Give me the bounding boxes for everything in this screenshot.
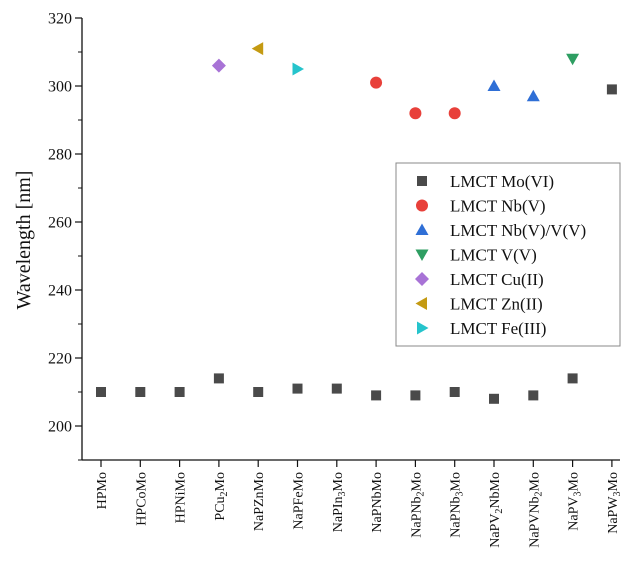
y-tick-label: 220: [48, 351, 72, 368]
y-tick-label: 200: [48, 419, 72, 436]
data-point: [449, 387, 460, 397]
data-point: [528, 390, 539, 401]
y-tick-label: 300: [48, 79, 72, 96]
x-tick-label: NaPZnMo: [252, 472, 267, 531]
data-points: [96, 42, 617, 404]
x-tick-label: NaPV2NbMo: [488, 472, 505, 548]
legend-label: LMCT Cu(II): [450, 270, 544, 289]
data-point: [211, 58, 226, 73]
x-tick-label: NaPVNb2Mo: [527, 472, 544, 548]
data-point: [489, 393, 499, 404]
legend-marker: [415, 297, 427, 310]
x-tick-label: HPCoMo: [134, 472, 149, 526]
data-point: [566, 53, 580, 66]
axes: [81, 18, 620, 461]
legend-label: LMCT Mo(VI): [450, 172, 554, 191]
x-tick-label: HPMo: [95, 472, 110, 509]
legend-label: LMCT Zn(II): [450, 295, 543, 314]
legend-label: LMCT Nb(V): [450, 197, 546, 216]
legend-marker: [416, 199, 428, 212]
data-point: [526, 89, 540, 102]
x-ticks: HPMo HPCoMo HPNiMo PCu2Mo NaPZnMo NaPFeMo NaPI…: [95, 460, 622, 548]
data-point: [370, 76, 383, 89]
x-tick-label: NaPNbMo: [370, 472, 385, 533]
data-point: [606, 84, 617, 95]
x-tick-label: HPNiMo: [174, 472, 189, 523]
data-point: [253, 387, 264, 397]
y-tick-label: 240: [48, 283, 72, 300]
y-ticks: 200 220 240 260 280 300 320: [48, 11, 82, 461]
x-tick-label: NaPW3Mo: [606, 472, 622, 534]
x-tick-label: NaPV3Mo: [567, 472, 584, 531]
data-point: [213, 373, 224, 384]
legend-marker: [415, 272, 429, 286]
y-axis-title: Wavelength [nm]: [13, 171, 35, 310]
y-tick-label: 260: [48, 215, 72, 232]
legend-label: LMCT V(V): [450, 246, 537, 265]
data-point: [371, 390, 382, 401]
legend-box: [395, 162, 621, 347]
y-tick-label: 280: [48, 147, 72, 164]
x-tick-label: NaPNb3Mo: [449, 472, 466, 538]
data-point: [96, 387, 106, 397]
data-point: [135, 387, 146, 397]
legend-label: LMCT Fe(III): [450, 319, 546, 338]
legend-marker: [417, 176, 427, 186]
legend-marker: [417, 321, 429, 335]
x-tick-label: NaPFeMo: [292, 472, 307, 530]
data-point: [487, 79, 501, 91]
legend: LMCT Mo(VI) LMCT Nb(V) LMCT Nb(V)/V(V) LMCT…: [395, 162, 621, 347]
x-tick-label: NaPIn3Mo: [331, 472, 348, 532]
legend-marker: [415, 249, 429, 261]
data-point: [410, 390, 421, 401]
data-point: [174, 387, 185, 397]
data-point: [292, 383, 303, 394]
legend-label: LMCT Nb(V)/V(V): [450, 221, 586, 240]
x-tick-label: PCu2Mo: [213, 472, 230, 521]
data-point: [251, 42, 264, 56]
legend-marker: [415, 223, 429, 235]
data-point: [567, 373, 578, 384]
data-point: [292, 62, 304, 76]
data-point: [448, 107, 461, 120]
data-point: [409, 107, 422, 120]
y-tick-label: 320: [48, 11, 72, 28]
x-tick-label: NaPNb2Mo: [409, 472, 426, 538]
data-point: [331, 383, 342, 394]
